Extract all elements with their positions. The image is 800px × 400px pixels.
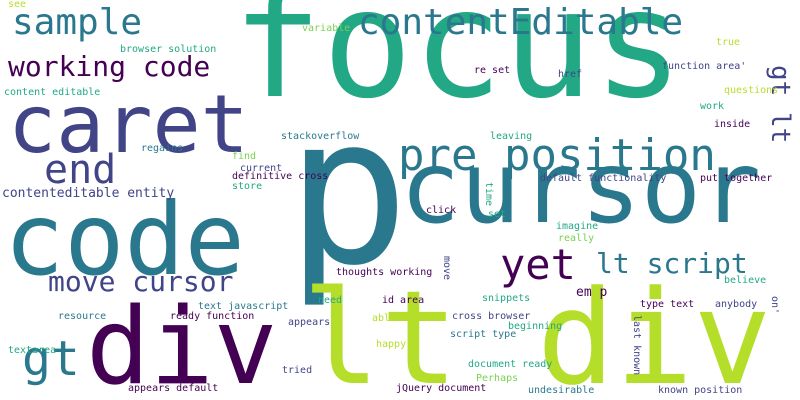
- word-leaving: leaving: [490, 131, 533, 142]
- word-p: p: [286, 73, 410, 311]
- word-browser-solution: browser solution: [120, 44, 217, 55]
- word-sample: sample: [12, 2, 143, 43]
- word-pre-position: pre position: [398, 130, 716, 181]
- word-store: store: [232, 181, 263, 192]
- word-text-javascript: text javascript: [198, 301, 289, 312]
- word-beginning: beginning: [508, 321, 563, 332]
- word-put-together: put together: [700, 173, 773, 184]
- word-known-position: known position: [658, 385, 743, 396]
- word-type-text: type text: [640, 299, 695, 310]
- word-textarea: textarea: [8, 345, 57, 356]
- word-div: div: [86, 285, 278, 400]
- word-appears-default: appears default: [128, 383, 219, 394]
- word-set: set: [488, 209, 507, 220]
- word-regains: regains: [141, 143, 184, 154]
- word-last-known: last known: [631, 315, 642, 376]
- word-true: true: [716, 37, 741, 48]
- word-gt-lt: gt lt: [765, 65, 795, 144]
- word-believe: believe: [724, 275, 767, 286]
- word-ready-function: ready function: [170, 311, 255, 322]
- word-function-area: function area': [662, 61, 747, 72]
- word-find: find: [232, 151, 257, 162]
- word-resource: resource: [58, 311, 107, 322]
- word-move: move: [441, 256, 452, 281]
- word-tried: tried: [282, 365, 313, 376]
- word-lt-div: lt div: [302, 262, 772, 400]
- word-end: end: [44, 147, 117, 193]
- word-anybody: anybody: [715, 299, 758, 310]
- word-cursor: cursor: [400, 129, 762, 246]
- word-variable: variable: [302, 23, 351, 34]
- word-content-editable: content editable: [4, 87, 101, 98]
- word-em-p: em p: [576, 285, 608, 300]
- word-imagine: imagine: [556, 221, 599, 232]
- word-on: on': [769, 296, 780, 315]
- word-work: work: [700, 101, 725, 112]
- word-click: click: [426, 205, 457, 216]
- word-yet: yet: [500, 240, 576, 289]
- word-time: time: [483, 182, 494, 207]
- word-thoughts-working: thoughts working: [336, 267, 433, 278]
- word-jquery-document: jQuery document: [396, 383, 487, 394]
- word-contenteditable: contentEditable: [358, 2, 684, 43]
- word-undesirable: undesirable: [528, 385, 595, 396]
- word-contenteditable-entity: contenteditable entity: [2, 186, 175, 201]
- word-stackoverflow: stackoverflow: [281, 131, 360, 142]
- word-questions: questions: [724, 85, 779, 96]
- word-id-area: id area: [382, 295, 425, 306]
- word-gt: gt: [22, 331, 80, 387]
- word-happy: happy: [376, 339, 407, 350]
- word-able: able: [372, 313, 397, 324]
- word-working-code: working code: [8, 50, 211, 83]
- word-document-ready: document ready: [468, 359, 553, 370]
- word-code: code: [4, 181, 245, 298]
- word-default-functionality: default functionality: [540, 173, 667, 184]
- word-definitive-cross: definitive cross: [232, 171, 329, 182]
- word-href: href: [558, 69, 583, 80]
- word-lt-script: lt script: [596, 247, 748, 280]
- word-see: see: [8, 0, 27, 10]
- word-appears: appears: [288, 317, 331, 328]
- word-re-set: re set: [474, 65, 511, 76]
- word-perhaps: Perhaps: [476, 373, 519, 384]
- word-move-cursor: move cursor: [48, 265, 234, 298]
- word-really: really: [558, 233, 595, 244]
- word-focus: focus: [232, 0, 684, 132]
- word-snippets: snippets: [482, 293, 531, 304]
- word-inside: inside: [714, 119, 751, 130]
- word-cross-browser: cross browser: [452, 311, 531, 322]
- word-caret: caret: [8, 78, 249, 171]
- word-script-type: script type: [450, 329, 517, 340]
- word-current: current: [240, 163, 283, 174]
- word-need: need: [318, 295, 343, 306]
